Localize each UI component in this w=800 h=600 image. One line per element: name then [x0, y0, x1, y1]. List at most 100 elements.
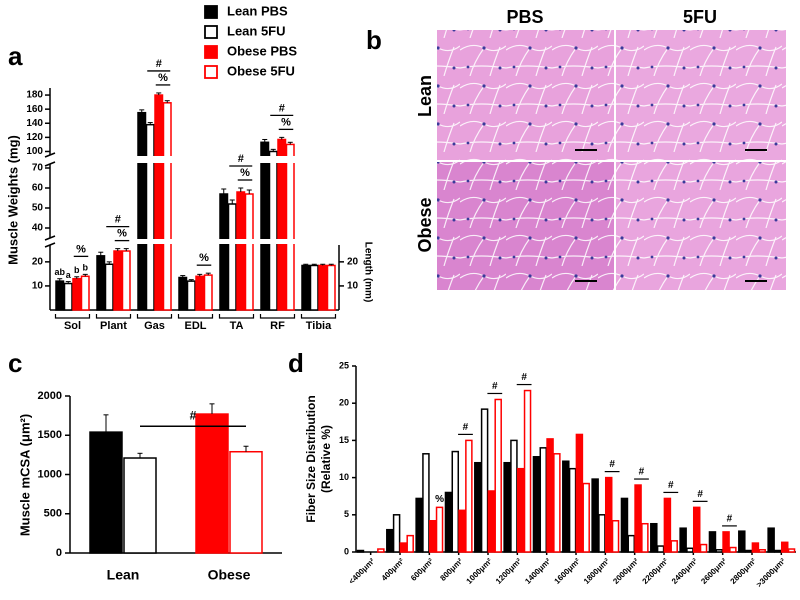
histology-texture [616, 162, 786, 290]
bar [568, 467, 577, 553]
bar [686, 547, 694, 553]
y-tick-label: 20 [339, 398, 349, 408]
annotation: # [609, 459, 615, 470]
bar [663, 497, 672, 553]
histology-texture [437, 30, 614, 160]
bar [309, 264, 319, 311]
x-tick-label: Gas [144, 320, 165, 332]
bar [474, 461, 482, 553]
bar [465, 439, 473, 553]
x-tick-label: 2400μm² [670, 556, 700, 586]
x-tick-label: RF [270, 320, 285, 332]
bar [494, 398, 502, 553]
bar [451, 450, 460, 553]
bar [301, 264, 311, 311]
bar [503, 461, 511, 553]
bar [137, 111, 147, 311]
annotation: # [639, 467, 645, 478]
panel-label: c [8, 348, 22, 378]
bar [435, 506, 444, 553]
bar [692, 506, 701, 553]
y-tick-label: 180 [26, 90, 43, 101]
annotation: # [697, 489, 703, 500]
y2-axis-label: Length (mm) [362, 242, 373, 303]
y-tick-label: 60 [32, 183, 44, 194]
bar [553, 453, 561, 553]
x-tick-label: 600μm² [409, 556, 435, 582]
bar [679, 527, 687, 553]
bar [774, 549, 782, 553]
category-bracket [300, 314, 337, 319]
category-bracket [95, 314, 132, 319]
panel-a: a Lean PBS Lean 5FU Obese PBS Obese 5FU 10 20 4… [5, 3, 373, 331]
bar [186, 280, 196, 311]
category-bracket [136, 314, 173, 319]
x-tick-label: 2000μm² [611, 556, 641, 586]
y-tick-label: 15 [339, 435, 349, 445]
bar [715, 549, 724, 553]
bar [399, 542, 408, 553]
bar [268, 150, 278, 311]
bar [377, 548, 385, 553]
bar [260, 141, 270, 311]
bar [562, 460, 570, 553]
category-bracket [218, 314, 255, 319]
bar [318, 264, 328, 311]
bar [670, 540, 678, 553]
y-tick-label: 120 [26, 132, 43, 143]
bar [277, 138, 287, 311]
y-tick-label: 500 [44, 508, 62, 520]
bar [767, 527, 775, 553]
break-mark [44, 161, 56, 167]
bar [123, 457, 157, 554]
x-tick-label: 2800μm² [729, 556, 759, 586]
bar [89, 431, 123, 554]
bar [604, 476, 613, 553]
bar [356, 549, 365, 553]
legend-swatch [204, 5, 218, 19]
y-tick-label: 10 [339, 472, 349, 482]
bar [386, 528, 394, 553]
bar [532, 456, 541, 553]
bar [415, 497, 423, 553]
annotation: % [117, 228, 127, 240]
y-tick-label: 20 [32, 256, 44, 267]
x-tick-label: >3000μm² [755, 556, 788, 589]
x-tick-label: <400μm² [347, 556, 377, 586]
annotation: # [492, 381, 498, 392]
bar [63, 282, 73, 311]
y-tick-label: 160 [26, 104, 43, 115]
y-tick-label: 0 [344, 546, 349, 556]
legend-swatch [204, 65, 218, 79]
bar [539, 447, 548, 553]
break-mark [44, 152, 56, 158]
annotation: # [238, 153, 244, 165]
bar [229, 450, 263, 554]
category-bracket [177, 314, 214, 319]
bar [96, 255, 106, 311]
bar [787, 548, 796, 553]
x-tick-label: 1200μm² [494, 556, 524, 586]
annotation: # [190, 408, 197, 422]
annotation: b [74, 265, 80, 275]
y-tick-label: 100 [26, 146, 43, 157]
y-tick-label: 10 [32, 281, 44, 292]
x-tick-label: 400μm² [380, 556, 406, 582]
y-tick-label: 1000 [38, 468, 62, 480]
annotation: b [83, 263, 89, 273]
y-tick-label: 0 [56, 547, 62, 559]
x-tick-label: 2200μm² [641, 556, 671, 586]
bar [699, 543, 708, 553]
bar [487, 490, 496, 553]
annotation: ab [54, 267, 65, 277]
legend-swatch [204, 25, 218, 39]
bar [634, 484, 642, 553]
y-tick-label: 5 [344, 509, 349, 519]
column-header: PBS [506, 7, 543, 27]
bar [510, 439, 518, 553]
bar [546, 438, 554, 553]
bar [582, 482, 590, 553]
bar [422, 453, 430, 553]
x-tick-label: TA [230, 320, 244, 332]
